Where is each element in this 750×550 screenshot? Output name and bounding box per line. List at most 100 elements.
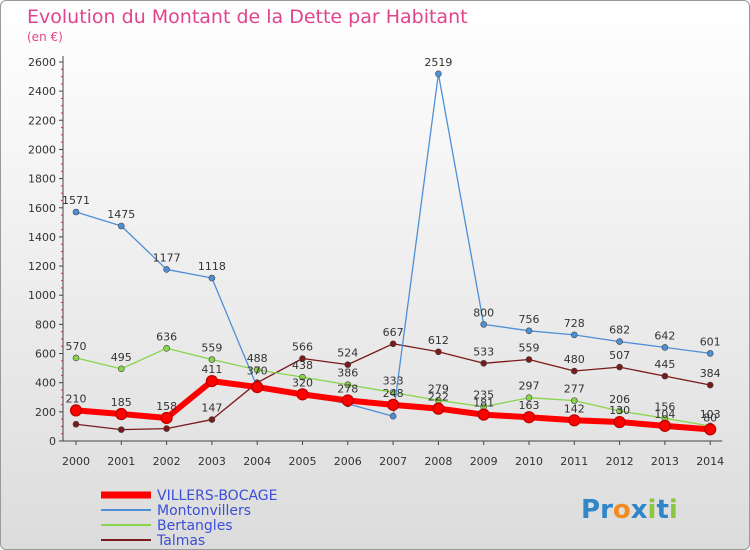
data-labels-layer: 210 185 158 411 320 278 248 222 181 163 142 130 104 8… — [62, 56, 721, 425]
data-label: 163 — [519, 399, 540, 412]
data-point — [525, 356, 533, 363]
x-tick-label: 2009 — [470, 455, 498, 468]
data-label: 320 — [292, 376, 313, 389]
series-layer — [69, 70, 717, 436]
data-label: 1177 — [153, 251, 181, 264]
data-point — [208, 416, 216, 423]
data-label: 682 — [609, 324, 630, 337]
data-point — [389, 412, 397, 420]
data-label: 333 — [383, 374, 404, 387]
data-label: 278 — [337, 382, 358, 395]
axes: 0 200 400 600 800 1000 1200 1400 1600 1800 2000 220… — [28, 56, 724, 468]
data-point — [341, 394, 354, 407]
y-tick-label: 800 — [35, 318, 56, 331]
data-point — [568, 414, 581, 427]
x-tick-label: 2008 — [424, 455, 452, 468]
legend-label: Bertangles — [157, 518, 233, 534]
logo-letter: P — [581, 495, 600, 525]
data-label: 222 — [428, 391, 449, 404]
data-label: 370 — [247, 365, 268, 378]
data-point — [118, 222, 125, 230]
data-point — [616, 363, 623, 371]
data-point — [613, 415, 626, 429]
data-label: 248 — [383, 387, 404, 400]
data-label: 206 — [609, 393, 630, 406]
y-tick-label: 0 — [49, 435, 56, 448]
data-label: 2519 — [424, 56, 452, 69]
data-label: 158 — [156, 400, 177, 413]
y-tick-label: 2400 — [28, 85, 56, 98]
data-point — [72, 420, 80, 428]
y-tick-label: 2600 — [28, 56, 56, 69]
data-label: 1118 — [198, 260, 226, 273]
y-tick-label: 1600 — [28, 202, 56, 215]
x-tick-label: 2002 — [153, 455, 181, 468]
data-label: 181 — [473, 397, 494, 410]
data-point — [570, 397, 578, 404]
data-label: 277 — [564, 383, 585, 396]
data-label: 570 — [66, 340, 87, 353]
data-label: 642 — [654, 329, 675, 342]
legend-label: Montonvillers — [157, 503, 251, 519]
data-point — [296, 388, 309, 401]
x-tick-label: 2010 — [515, 455, 543, 468]
data-point — [525, 327, 533, 335]
data-point — [706, 381, 714, 389]
x-tick-label: 2013 — [651, 455, 679, 468]
x-tick-label: 2000 — [62, 455, 90, 468]
data-point — [344, 381, 352, 389]
y-tick-label: 400 — [35, 377, 56, 390]
proxiti-logo: Proxiti — [581, 495, 678, 525]
data-point — [115, 407, 128, 421]
data-label: 297 — [519, 380, 540, 393]
y-tick-label: 600 — [35, 348, 56, 361]
logo-letter: r — [600, 495, 613, 525]
x-tick-label: 2011 — [560, 455, 588, 468]
data-label: 566 — [292, 340, 313, 353]
series-line — [75, 73, 711, 417]
data-label: 800 — [473, 306, 494, 319]
chart-title: Evolution du Montant de la Dette par Hab… — [27, 6, 468, 28]
data-label: 559 — [201, 342, 222, 355]
data-point — [661, 372, 669, 380]
y-tick-label: 2000 — [28, 143, 56, 156]
data-point — [251, 380, 264, 394]
x-tick-label: 2014 — [696, 455, 724, 468]
data-point — [205, 374, 218, 388]
data-point — [435, 70, 442, 78]
data-label: 445 — [654, 358, 675, 371]
logo-letter: i — [648, 495, 657, 525]
data-point — [387, 398, 400, 411]
logo-letter: x — [631, 495, 648, 525]
x-tick-label: 2003 — [198, 455, 226, 468]
data-label: 104 — [654, 408, 675, 421]
data-point — [208, 356, 216, 363]
data-point — [299, 355, 306, 362]
y-tick-label: 1000 — [28, 289, 56, 302]
chart-subtitle: (en €) — [27, 30, 63, 44]
x-tick-label: 2004 — [243, 455, 271, 468]
data-label: 728 — [564, 317, 585, 330]
y-tick-label: 1400 — [28, 231, 56, 244]
data-label: 507 — [609, 349, 630, 362]
data-label: 636 — [156, 330, 177, 343]
data-point — [616, 407, 623, 415]
data-point — [163, 425, 170, 432]
data-label: 156 — [654, 400, 675, 413]
data-point — [163, 266, 170, 273]
data-point — [661, 344, 669, 351]
data-point — [570, 331, 578, 339]
x-tick-label: 2005 — [289, 455, 317, 468]
series-3 — [72, 340, 714, 433]
data-point — [616, 338, 623, 345]
series-0 — [69, 374, 717, 436]
data-label: 384 — [700, 367, 721, 380]
data-label: 488 — [247, 352, 268, 365]
data-label: 130 — [609, 404, 630, 417]
data-point — [163, 344, 170, 352]
data-label: 612 — [428, 334, 449, 347]
data-point — [480, 321, 488, 328]
data-point — [69, 404, 83, 417]
